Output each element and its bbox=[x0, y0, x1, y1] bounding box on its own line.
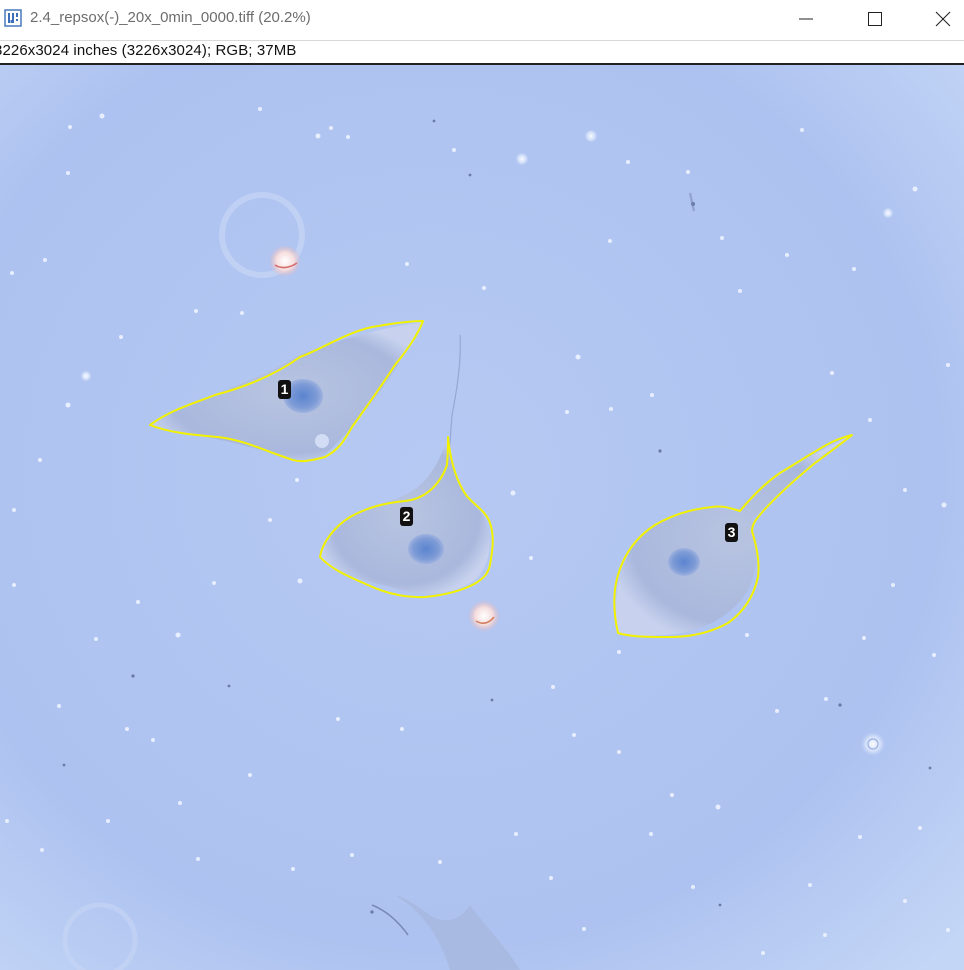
micrograph bbox=[0, 65, 964, 970]
window-title: 2.4_repsox(-)_20x_0min_0000.tiff (20.2%) bbox=[30, 9, 311, 26]
roi-label[interactable]: 1 bbox=[278, 380, 291, 399]
close-button[interactable] bbox=[920, 0, 964, 38]
canvas-border bbox=[0, 63, 964, 65]
image-info-text: 3226x3024 inches (3226x3024); RGB; 37MB bbox=[0, 42, 297, 59]
image-info-bar: 3226x3024 inches (3226x3024); RGB; 37MB bbox=[0, 40, 964, 63]
roi-label[interactable]: 2 bbox=[400, 507, 413, 526]
title-bar[interactable]: 2.4_repsox(-)_20x_0min_0000.tiff (20.2%) bbox=[0, 0, 964, 38]
maximize-icon bbox=[868, 12, 882, 26]
minimize-button[interactable] bbox=[783, 0, 829, 38]
minimize-icon bbox=[799, 18, 813, 20]
image-canvas[interactable]: 1 2 3 bbox=[0, 65, 964, 970]
maximize-button[interactable] bbox=[852, 0, 898, 38]
close-icon bbox=[935, 11, 951, 27]
roi-label[interactable]: 3 bbox=[725, 523, 738, 542]
imagej-icon bbox=[4, 9, 22, 27]
